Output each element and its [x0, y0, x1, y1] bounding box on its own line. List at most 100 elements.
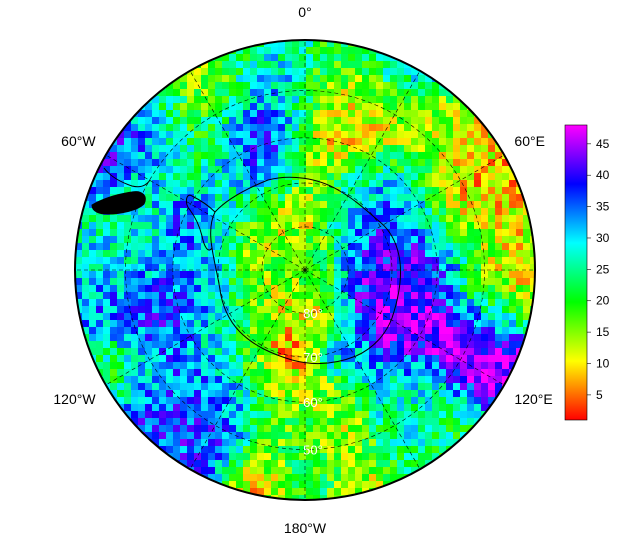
grid-cell	[264, 117, 272, 125]
grid-cell	[103, 313, 111, 321]
grid-cell	[215, 96, 223, 104]
grid-cell	[166, 425, 174, 433]
grid-cell	[229, 355, 237, 363]
grid-cell	[236, 131, 244, 139]
grid-cell	[278, 418, 286, 426]
grid-cell	[201, 418, 209, 426]
grid-cell	[145, 138, 153, 146]
grid-cell	[383, 68, 391, 76]
grid-cell	[103, 243, 111, 251]
grid-cell	[432, 439, 440, 447]
grid-cell	[334, 488, 342, 496]
grid-cell	[243, 313, 251, 321]
grid-cell	[215, 327, 223, 335]
grid-cell	[180, 362, 188, 370]
grid-cell	[348, 446, 356, 454]
grid-cell	[180, 313, 188, 321]
grid-cell	[502, 327, 510, 335]
grid-cell	[488, 285, 496, 293]
grid-cell	[222, 292, 230, 300]
grid-cell	[425, 362, 433, 370]
grid-cell	[187, 432, 195, 440]
grid-cell	[103, 348, 111, 356]
grid-cell	[173, 145, 181, 153]
grid-cell	[187, 222, 195, 230]
grid-cell	[145, 236, 153, 244]
grid-cell	[460, 222, 468, 230]
grid-cell	[236, 89, 244, 97]
grid-cell	[257, 117, 265, 125]
grid-cell	[82, 306, 90, 314]
grid-cell	[306, 271, 314, 279]
grid-cell	[271, 103, 279, 111]
grid-cell	[390, 138, 398, 146]
grid-cell	[96, 229, 104, 237]
grid-cell	[250, 397, 258, 405]
grid-cell	[306, 173, 314, 181]
grid-cell	[467, 152, 475, 160]
grid-cell	[341, 138, 349, 146]
grid-cell	[418, 194, 426, 202]
grid-cell	[432, 145, 440, 153]
grid-cell	[243, 68, 251, 76]
grid-cell	[257, 250, 265, 258]
grid-cell	[348, 89, 356, 97]
colorbar-tick-label: 35	[596, 200, 610, 214]
grid-cell	[460, 180, 468, 188]
grid-cell	[180, 404, 188, 412]
grid-cell	[89, 264, 97, 272]
grid-cell	[152, 285, 160, 293]
grid-cell	[320, 124, 328, 132]
grid-cell	[292, 306, 300, 314]
grid-cell	[152, 152, 160, 160]
grid-cell	[495, 180, 503, 188]
grid-cell	[131, 166, 139, 174]
grid-cell	[257, 411, 265, 419]
grid-cell	[145, 103, 153, 111]
grid-cell	[278, 299, 286, 307]
grid-cell	[439, 222, 447, 230]
grid-cell	[222, 229, 230, 237]
grid-cell	[460, 173, 468, 181]
grid-cell	[201, 61, 209, 69]
grid-cell	[481, 250, 489, 258]
grid-cell	[222, 89, 230, 97]
grid-cell	[425, 208, 433, 216]
grid-cell	[306, 418, 314, 426]
grid-cell	[250, 166, 258, 174]
grid-cell	[467, 299, 475, 307]
grid-cell	[124, 180, 132, 188]
grid-cell	[194, 313, 202, 321]
grid-cell	[453, 257, 461, 265]
grid-cell	[495, 152, 503, 160]
grid-cell	[243, 194, 251, 202]
grid-cell	[390, 390, 398, 398]
grid-cell	[229, 75, 237, 83]
grid-cell	[418, 453, 426, 461]
grid-cell	[243, 96, 251, 104]
grid-cell	[264, 481, 272, 489]
grid-cell	[145, 320, 153, 328]
grid-cell	[285, 488, 293, 496]
grid-cell	[418, 418, 426, 426]
grid-cell	[376, 278, 384, 286]
grid-cell	[124, 236, 132, 244]
grid-cell	[390, 278, 398, 286]
grid-cell	[285, 243, 293, 251]
grid-cell	[306, 495, 314, 500]
grid-cell	[341, 173, 349, 181]
grid-cell	[334, 145, 342, 153]
grid-cell	[110, 159, 118, 167]
grid-cell	[418, 75, 426, 83]
grid-cell	[411, 187, 419, 195]
grid-cell	[194, 341, 202, 349]
grid-cell	[348, 124, 356, 132]
grid-cell	[250, 481, 258, 489]
grid-cell	[117, 348, 125, 356]
grid-cell	[453, 96, 461, 104]
grid-cell	[474, 313, 482, 321]
grid-cell	[250, 159, 258, 167]
grid-cell	[264, 425, 272, 433]
grid-cell	[460, 264, 468, 272]
grid-cell	[313, 61, 321, 69]
